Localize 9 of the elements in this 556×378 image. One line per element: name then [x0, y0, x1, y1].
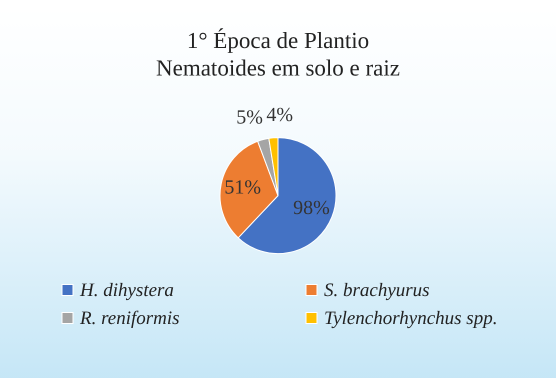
legend-label: R. reniformis: [79, 308, 180, 329]
legend-label: Tylenchorhynchus spp.: [324, 308, 498, 329]
chart-title: 1° Época de Plantio Nematoides em solo e raiz: [156, 28, 400, 80]
data-label: 5%: [236, 106, 263, 129]
data-label: 98%: [293, 197, 330, 220]
legend-label: S. brachyurus: [324, 280, 430, 301]
data-label: 51%: [224, 176, 262, 199]
data-label: 4%: [266, 104, 293, 126]
legend-label: H. dihystera: [79, 280, 174, 301]
